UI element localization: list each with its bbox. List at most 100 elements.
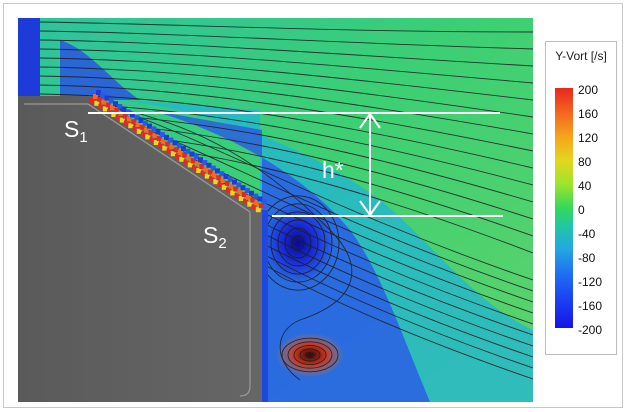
shear-layer-cell [186,155,192,161]
streamline [305,352,315,358]
shear-layer-cell [144,127,149,133]
streamline [291,235,305,251]
shear-layer-cell [200,170,206,176]
colorbar-gradient [555,88,573,328]
shear-layer-cell [136,128,142,134]
shear-layer-cell [227,176,233,182]
shear-layer-cell [130,112,135,118]
shear-layer-cell [170,151,176,157]
shear-layer-cell [172,140,178,146]
streamline [39,57,533,101]
shear-layer-cell [113,101,118,107]
shear-layer-cell [193,154,199,160]
shear-layer-cell [219,171,225,177]
shear-layer-cell [179,156,185,162]
shear-layer-cell [114,108,120,113]
streamline [119,109,533,281]
streamline [39,66,533,118]
shear-layer-cell [131,119,137,125]
shear-layer-cell [215,168,220,174]
shear-layer-cell [94,100,100,106]
shear-layer-cell [128,123,134,129]
colorbar-tick-label: -120 [578,275,603,289]
shear-layer-cell [122,113,128,119]
streamline [39,84,533,152]
shear-layer-cell [234,193,240,199]
legend-title: Y-Vort [/s] [555,49,607,63]
shear-layer-cell [241,192,247,197]
shear-layer-cell [190,158,196,164]
lower-vortex-core [276,333,344,377]
shear-layer-cell [134,115,140,121]
shear-layer-cell [164,134,169,140]
shear-layer-cell [165,141,171,147]
shear-layer-cell [155,129,161,135]
streamline [39,21,533,33]
shear-layer-cell [247,201,253,207]
shear-layer-cell [246,194,251,200]
streamline [39,30,533,50]
label-s2: S2 [203,222,227,252]
shear-layer-cell [117,104,123,109]
shear-layer-cell [141,131,146,137]
streamline [263,203,333,283]
shear-layer-cell [162,145,168,151]
shear-layer-cell [185,148,191,154]
shear-layer-cell [240,185,246,191]
upper-blue-patch [60,40,140,100]
shear-layer-cell [210,165,216,171]
shear-layer-cell [232,179,237,185]
shear-layer-cell [142,120,148,126]
shear-layer-cell [213,179,219,185]
shear-layer-cell [169,144,175,150]
shear-layer-cell [203,166,209,172]
shear-layer-cell [132,126,138,131]
colorbar-legend: Y-Vort [/s] 200 160 120 80 40 0 -40 -80 -120 -160… [545,41,617,355]
shear-layer-cell [98,103,104,109]
shear-layer-cell [101,99,107,105]
shear-layer-cell [161,138,166,144]
shear-layer-cell [261,199,267,205]
shear-layer-cell [212,172,217,178]
shear-layer-cell [105,102,111,108]
shear-layer-cell [238,196,244,201]
shear-layer-cell [198,157,203,163]
shear-layer-cell [187,162,193,168]
shear-layer-cell [258,203,264,209]
shear-layer-cell [230,190,236,196]
shear-layer-cell [251,204,257,210]
shear-layer-cell [229,183,234,189]
shear-layer-cell [204,173,210,179]
shear-layer-cell [221,184,227,190]
colorbar-tick-label: 200 [578,83,599,97]
shear-layer-cell [108,98,114,104]
shear-layer-cell [115,114,121,120]
shear-layer-cell [224,180,230,186]
shear-layer-cell [176,143,182,149]
arrowhead-bottom [359,200,381,217]
shear-layer-cell [90,98,95,103]
colorbar-tick-label: 0 [578,203,585,217]
shear-layer-cell [206,162,212,168]
shear-layer-cell [220,178,226,183]
shear-layer-cell [145,134,151,140]
shear-layer-cell [104,95,110,101]
shear-layer-cell [149,137,155,143]
shear-layer-cell [183,159,189,165]
shear-layer-cell [173,147,179,153]
shear-layer-cell [139,124,145,130]
shear-layer-cell [250,197,256,203]
streamline [287,341,333,369]
solid-body-edge-highlight [24,103,251,397]
shear-layer-cell [255,207,261,213]
streamline [293,344,327,366]
shear-layer-cell [254,200,260,206]
streamline [277,219,319,267]
streamline [299,348,321,362]
shear-layer-cell [237,189,243,195]
shear-layer-cell [217,182,223,187]
shear-layer-cell [147,123,152,129]
shear-layer-cell [159,132,165,137]
shear-layer-cell [119,117,125,123]
